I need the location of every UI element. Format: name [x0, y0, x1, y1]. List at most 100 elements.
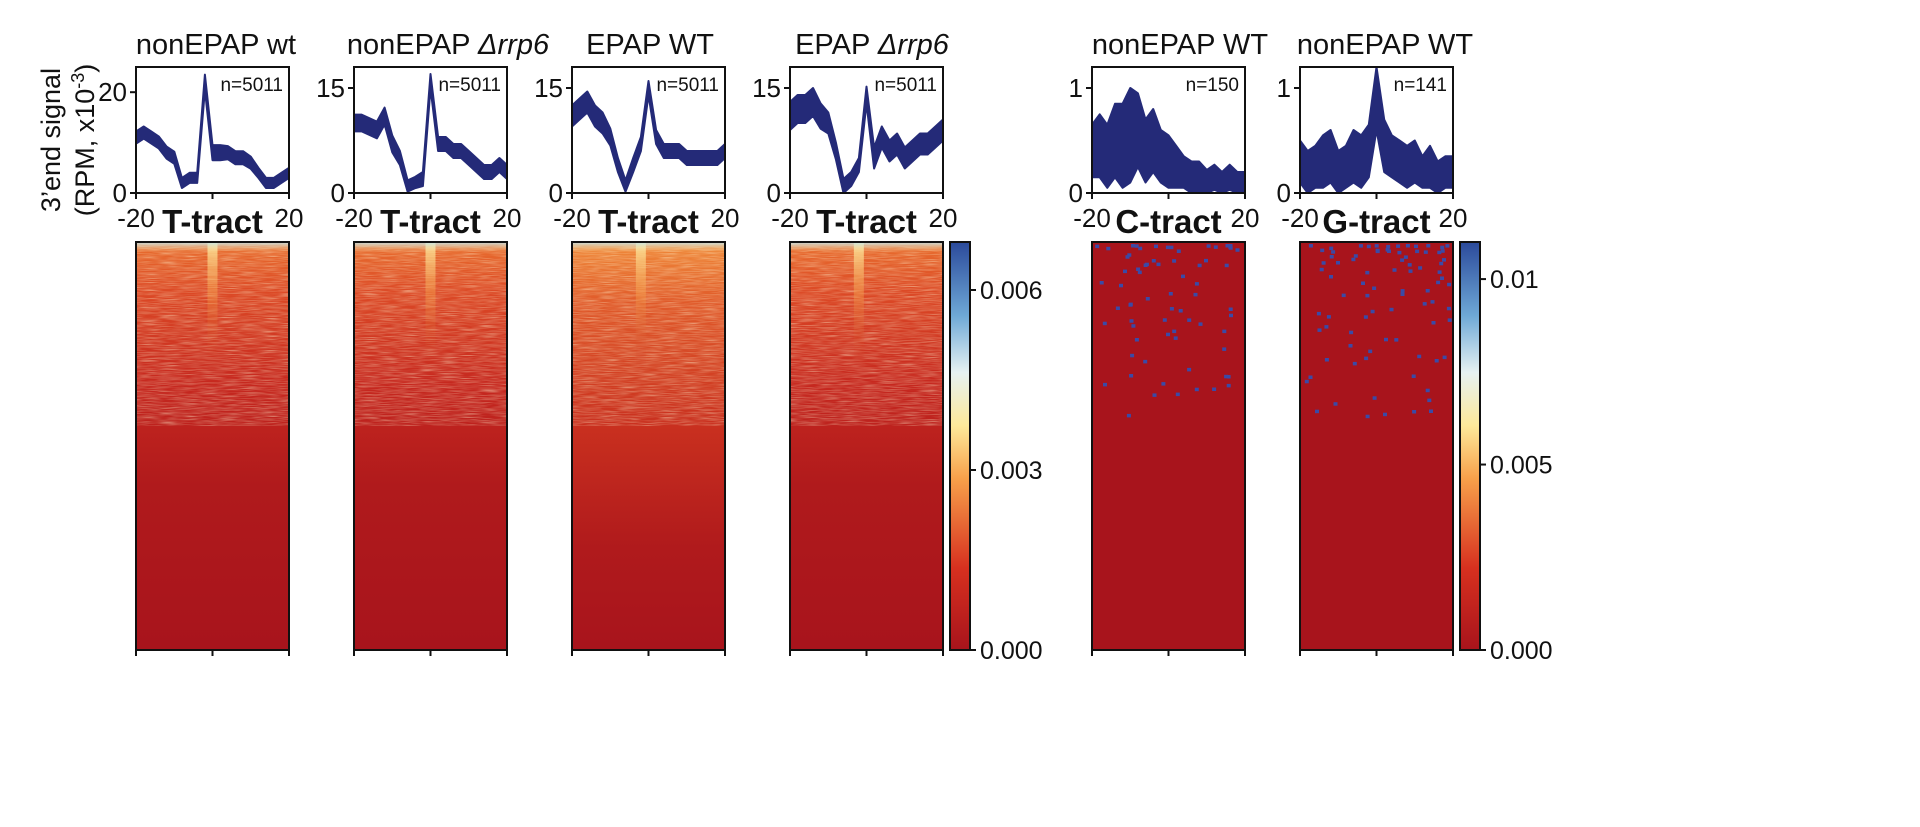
heatmap-dot [1352, 361, 1357, 366]
heatmap-dot [1386, 244, 1391, 249]
heatmap-dot [1152, 393, 1157, 397]
heatmap-dot [1134, 338, 1139, 342]
y-tick-label: 0 [1277, 178, 1291, 208]
panel-5: nonEPAP WT n=150 1 0-20 20 C-tract [1069, 29, 1269, 656]
y-tick-label: 0 [113, 178, 127, 208]
heatmap-dot [1226, 383, 1231, 388]
heatmap-background [1300, 242, 1453, 650]
x-tick-label-right: 20 [1231, 203, 1260, 233]
heatmap-dot [1349, 330, 1354, 335]
heatmap-dot [1423, 250, 1428, 254]
colorbar-tick-label: 0.01 [1490, 266, 1539, 294]
heatmap-dot [1389, 307, 1394, 312]
heatmap-dot [1106, 246, 1111, 251]
heatmap-dot [1351, 257, 1356, 262]
heatmap-dot [1326, 315, 1331, 319]
heatmap-dot [1316, 311, 1321, 316]
heatmap-texture [790, 242, 943, 426]
y-axis-label-line1: 3’end signal [36, 68, 66, 212]
heatmap-dot [1426, 244, 1431, 248]
y-tick-label: 0 [331, 178, 345, 208]
heatmap-dot [1412, 410, 1417, 414]
heatmap-dot [1102, 321, 1107, 326]
x-tick-label-right: 20 [275, 203, 304, 233]
heatmap-dot [1383, 412, 1387, 417]
n-label: n=5011 [656, 75, 719, 96]
heatmap-dot [1151, 259, 1156, 263]
tract-label: G-tract [1322, 203, 1430, 240]
heatmap-dot [1138, 246, 1143, 251]
y-tick-label: 15 [752, 73, 781, 103]
x-tick-label-left: -20 [771, 203, 809, 233]
heatmap-dot [1187, 318, 1192, 322]
heatmap-dot [1365, 293, 1370, 298]
heatmap-dot [1434, 359, 1439, 363]
heatmap-dot [1331, 250, 1336, 254]
heatmap-dot [1397, 250, 1402, 255]
colorbar-tick-label: 0.005 [1490, 452, 1553, 480]
heatmap-dot [1436, 280, 1441, 285]
heatmap-6 [1299, 241, 1454, 656]
heatmap-dot [1131, 324, 1136, 328]
x-tick-label-left: -20 [1073, 203, 1111, 233]
heatmap-dot [1415, 249, 1420, 254]
heatmap-dot [1226, 375, 1231, 379]
heatmap-dot [1206, 244, 1211, 248]
colorbar-tick-label: 0.006 [980, 277, 1043, 305]
heatmap-dot [1194, 282, 1199, 286]
heatmap-dot [1365, 414, 1370, 419]
x-tick-label-right: 20 [711, 203, 740, 233]
panel-title-main: EPAP [795, 29, 878, 61]
heatmap-dot [1427, 398, 1432, 403]
heatmap-dot [1364, 356, 1369, 361]
heatmap-dot [1166, 332, 1170, 337]
x-tick-label-right: 20 [493, 203, 522, 233]
heatmap-dot [1115, 306, 1120, 310]
panel-title-main: EPAP WT [586, 29, 714, 61]
heatmap-dot [1125, 255, 1130, 259]
n-label: n=5011 [220, 75, 283, 96]
panel-4: EPAP Δrrp6 n=5011 15 0-20 20 T-tract [752, 29, 957, 656]
heatmap-dot [1095, 244, 1100, 249]
x-tick-label-left: -20 [117, 203, 155, 233]
colorbar-gradient [1459, 241, 1481, 651]
heatmap-dot [1175, 392, 1180, 397]
heatmap-dot [1224, 374, 1229, 379]
panel-title-main: nonEPAP wt [136, 29, 296, 61]
heatmap-dot [1440, 249, 1445, 253]
colorbars: 0.006 0.003 0.000 0.01 0.005 0.000 [949, 241, 1553, 665]
heatmap-background [1092, 242, 1245, 650]
heatmap-dot [1128, 303, 1133, 307]
heatmap-dot [1447, 318, 1452, 322]
heatmap-dot [1224, 263, 1229, 268]
tract-label: T-tract [816, 203, 917, 240]
heatmap-dot [1315, 409, 1319, 414]
x-tick-label-left: -20 [553, 203, 591, 233]
heatmap-dot [1365, 270, 1370, 275]
colorbar-tick-label: 0.003 [980, 457, 1043, 485]
heatmap-dot [1446, 306, 1451, 311]
heatmap-dot [1187, 367, 1192, 372]
heatmap-dot [1366, 244, 1371, 249]
heatmap-dot [1372, 396, 1377, 400]
heatmap-dot [1156, 262, 1161, 267]
heatmap-dot [1370, 309, 1375, 314]
y-tick-label: 1 [1069, 73, 1083, 103]
heatmap-dot [1154, 244, 1158, 249]
heatmap-dot [1422, 302, 1427, 306]
heatmap-dot [1127, 253, 1132, 257]
heatmap-dot [1403, 255, 1408, 259]
heatmap-dot [1197, 263, 1202, 268]
heatmap-dot [1336, 261, 1340, 265]
y-tick-label: 20 [98, 77, 127, 107]
x-tick-label-left: -20 [1281, 203, 1319, 233]
tract-label: T-tract [380, 203, 481, 240]
heatmap-peak-streak [853, 242, 864, 373]
panel-6: nonEPAP WT n=141 1 0-20 20 G-tract [1277, 29, 1473, 656]
heatmap-dot [1235, 248, 1240, 252]
heatmap-dot [1172, 329, 1177, 334]
heatmap-dot [1400, 258, 1405, 262]
panel-title: nonEPAP WT [1092, 29, 1269, 61]
panel-title-italic: Δrrp6 [477, 29, 550, 61]
heatmap-dot [1308, 244, 1313, 248]
